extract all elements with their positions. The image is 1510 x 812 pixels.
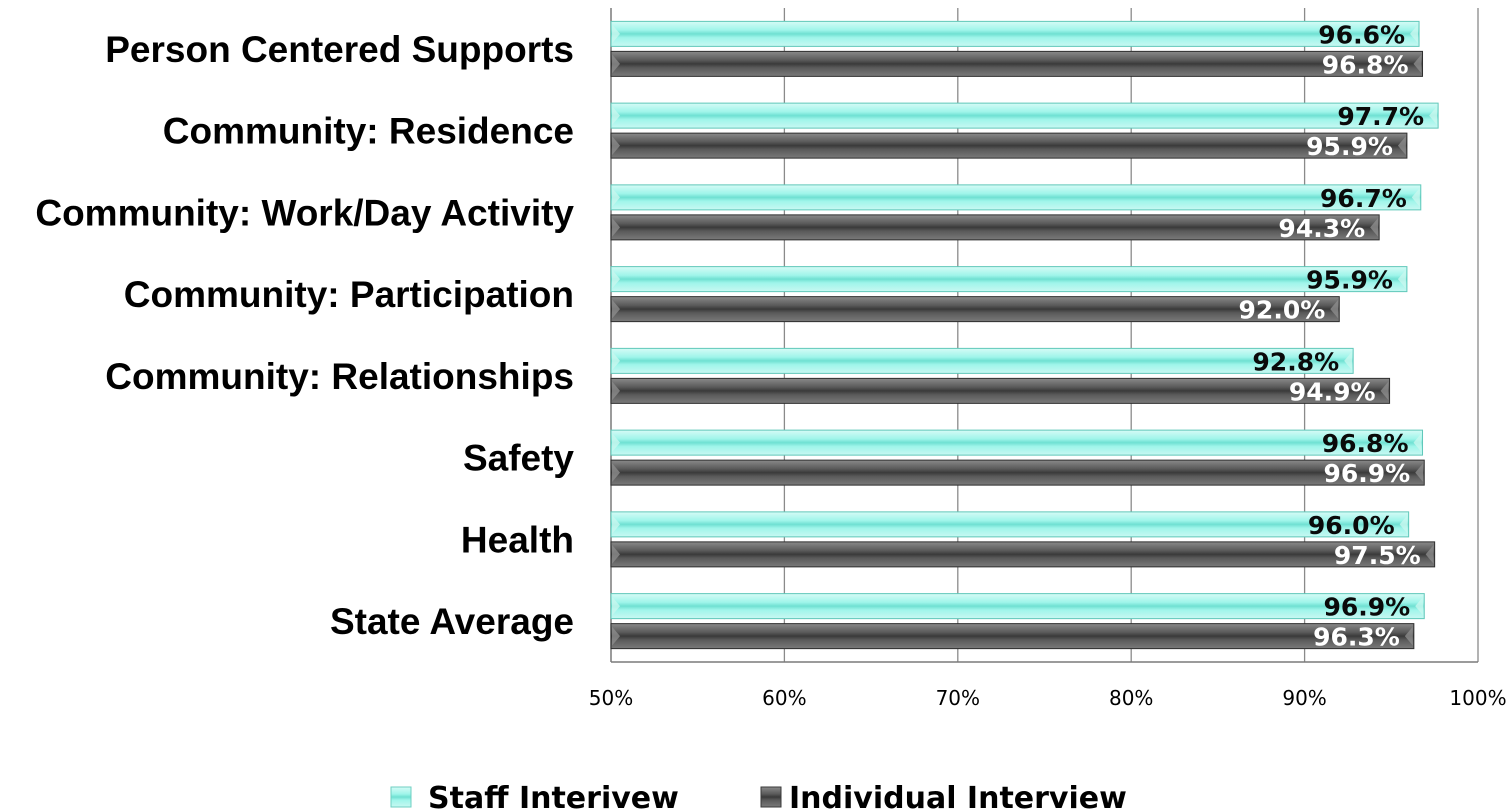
bar-left-bevel [612, 596, 620, 616]
legend-label-individual: Individual Interview [789, 781, 1127, 812]
bar-left-bevel [612, 24, 620, 44]
bar-right-bevel [1370, 217, 1379, 237]
category-label: Person Centered Supports [105, 29, 574, 70]
bar-left-bevel [612, 269, 620, 289]
category-label: State Average [330, 601, 574, 642]
value-label-individual: 94.3% [1278, 214, 1365, 243]
bar-left-bevel [612, 514, 620, 534]
category-label: Health [461, 519, 574, 560]
x-tick-label: 70% [936, 686, 980, 710]
bar-left-bevel [612, 381, 620, 401]
bar-left-bevel [612, 136, 620, 156]
bar-left-bevel [612, 351, 620, 371]
value-label-individual: 96.3% [1313, 623, 1400, 652]
bar-staff [610, 593, 1425, 620]
bar-right-bevel [1415, 463, 1424, 483]
bar-right-bevel [1413, 54, 1422, 74]
bar-left-bevel [612, 187, 620, 207]
bar-staff [610, 511, 1410, 538]
bar-staff [610, 266, 1408, 293]
bar-left-bevel [612, 626, 620, 646]
legend-swatch-staff [390, 786, 412, 808]
bar-staff [610, 429, 1424, 456]
bar-right-bevel [1399, 514, 1408, 534]
bar-left-bevel [612, 299, 620, 319]
value-label-individual: 96.9% [1324, 459, 1411, 488]
bar-right-bevel [1413, 433, 1422, 453]
bar-staff [610, 102, 1439, 129]
bar-right-bevel [1380, 381, 1389, 401]
bar-left-bevel [612, 106, 620, 126]
bar-left-bevel [612, 544, 620, 564]
category-label: Community: Work/Day Activity [35, 192, 574, 233]
legend: Staff Interivew Individual Interview [390, 781, 1127, 812]
bar-individual [610, 541, 1436, 568]
x-tick-label: 90% [1282, 686, 1326, 710]
bars [610, 20, 1439, 650]
bar-right-bevel [1415, 596, 1424, 616]
bar-left-bevel [612, 463, 620, 483]
legend-item-individual: Individual Interview [760, 781, 1127, 812]
value-label-individual: 92.0% [1239, 296, 1326, 325]
value-label-individual: 96.8% [1322, 50, 1409, 79]
category-label: Safety [463, 438, 574, 479]
bar-staff [610, 20, 1420, 47]
bar-individual [610, 377, 1391, 404]
bar-individual [610, 214, 1380, 241]
value-label-staff: 96.0% [1308, 511, 1395, 540]
value-label-staff: 97.7% [1337, 102, 1424, 131]
value-label-individual: 95.9% [1306, 132, 1393, 161]
value-label-individual: 97.5% [1334, 541, 1421, 570]
bar-right-bevel [1411, 187, 1420, 207]
category-label: Community: Residence [163, 111, 574, 152]
value-label-individual: 94.9% [1289, 377, 1376, 406]
category-label: Community: Participation [124, 274, 574, 315]
bar-individual [610, 459, 1425, 486]
bar-left-bevel [612, 54, 620, 74]
value-label-staff: 95.9% [1306, 266, 1393, 295]
bar-right-bevel [1425, 544, 1434, 564]
bar-left-bevel [612, 433, 620, 453]
legend-item-staff: Staff Interivew [390, 781, 679, 812]
legend-swatch-individual [760, 786, 782, 808]
bar-right-bevel [1397, 269, 1406, 289]
bar-right-bevel [1344, 351, 1353, 371]
x-tick-labels: 50% 60% 70% 80% 90% 100% [589, 686, 1507, 710]
category-label: Community: Relationships [105, 356, 574, 397]
bar-individual [610, 623, 1415, 650]
value-label-staff: 96.8% [1322, 429, 1409, 458]
bar-left-bevel [612, 217, 620, 237]
bar-individual [610, 296, 1340, 323]
value-label-staff: 96.6% [1318, 20, 1405, 49]
bar-right-bevel [1429, 106, 1438, 126]
bar-right-bevel [1330, 299, 1339, 319]
bar-staff [610, 184, 1422, 211]
category-labels: Person Centered Supports Community: Resid… [35, 29, 574, 642]
bar-right-bevel [1397, 136, 1406, 156]
value-label-staff: 96.9% [1324, 593, 1411, 622]
x-tick-label: 80% [1109, 686, 1153, 710]
legend-label-staff: Staff Interivew [428, 781, 679, 812]
bar-individual [610, 50, 1424, 77]
x-tick-label: 100% [1449, 686, 1506, 710]
value-label-staff: 92.8% [1252, 347, 1339, 376]
x-tick-label: 50% [589, 686, 633, 710]
bar-right-bevel [1410, 24, 1419, 44]
x-tick-label: 60% [762, 686, 806, 710]
value-labels: 96.6%96.8%97.7%95.9%96.7%94.3%95.9%92.0%… [1239, 20, 1425, 651]
bar-right-bevel [1404, 626, 1413, 646]
value-label-staff: 96.7% [1320, 184, 1407, 213]
bar-staff [610, 347, 1354, 374]
bar-individual [610, 132, 1408, 159]
